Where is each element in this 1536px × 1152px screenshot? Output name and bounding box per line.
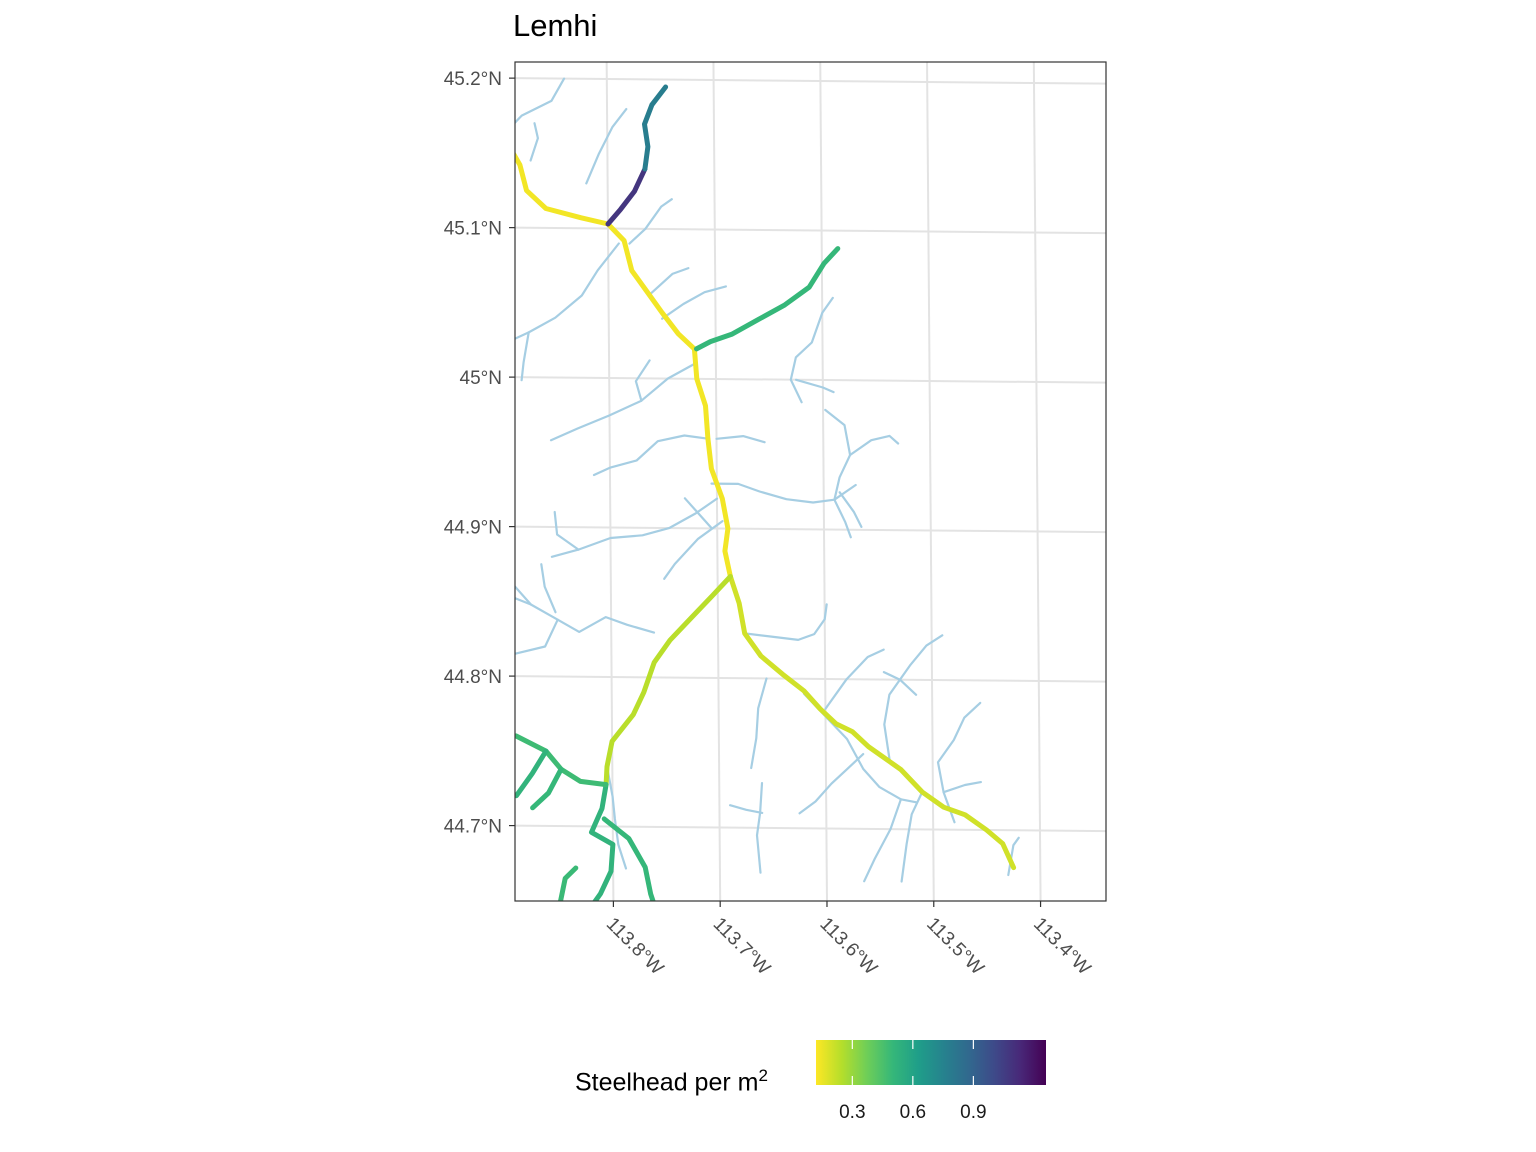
tributary-32: [824, 648, 885, 710]
reach-1: [727, 574, 1017, 871]
tributary-19: [838, 491, 863, 528]
main-stem-reaches: [515, 84, 1017, 901]
tributary-17: [833, 434, 900, 501]
colorbar: [816, 1040, 1046, 1085]
tributary-11: [634, 359, 651, 402]
graticule-lat-3: [515, 525, 1106, 534]
panel-border: [514, 61, 1107, 902]
legend-tick-label-1: 0.6: [900, 1102, 926, 1123]
lat-tick-label-4: 44.8°N: [444, 667, 502, 688]
graticule-lat-5: [515, 824, 1106, 833]
colorbar-legend: 0.3 0.6 0.9: [816, 1040, 1046, 1123]
lat-tick-label-2: 45°N: [460, 368, 502, 389]
graticule-lon-1: [712, 62, 722, 901]
tributary-23: [663, 520, 724, 580]
tributary-20: [824, 408, 852, 457]
graticule-lat-4: [515, 675, 1106, 683]
reach-2: [603, 574, 733, 788]
tributary-13: [715, 435, 766, 444]
reach-4: [601, 816, 656, 901]
reach-0: [515, 151, 733, 579]
graticule-lon-4: [1032, 62, 1042, 901]
tributary-41: [863, 798, 902, 883]
tributary-0: [515, 77, 566, 125]
tributary-3: [628, 198, 673, 245]
tributary-39: [942, 781, 982, 794]
lon-tick-label-0: 113.8°W: [602, 914, 668, 980]
tributary-2: [585, 108, 628, 185]
graticule-lon-2: [819, 62, 828, 901]
graticule-lines: [515, 62, 1106, 901]
tributary-38: [936, 701, 982, 824]
graticule-lat-0: [515, 77, 1106, 85]
lon-tick-label-3: 113.5°W: [922, 914, 988, 980]
legend-title-text: Steelhead per m: [575, 1068, 759, 1097]
tributary-30: [750, 677, 768, 770]
tributary-1: [529, 122, 539, 162]
tributary-18: [833, 498, 852, 539]
lon-tick-label-2: 113.6°W: [815, 914, 881, 980]
lat-tick-label-3: 44.9°N: [444, 518, 502, 539]
graticule-lat-2: [515, 376, 1106, 384]
graticule-lon-3: [926, 62, 935, 901]
tributary-8: [650, 267, 690, 295]
tributary-15: [553, 510, 580, 551]
legend-tick-label-2: 0.9: [960, 1102, 986, 1123]
tributary-21: [789, 296, 834, 404]
tributary-6: [520, 331, 530, 382]
tributary-7: [481, 329, 508, 332]
tributary-28: [540, 563, 557, 614]
tributary-22: [795, 378, 835, 394]
reach-9: [694, 246, 841, 352]
tributary-29: [743, 603, 828, 641]
tributary-34: [755, 782, 764, 874]
tributary-4: [515, 242, 620, 340]
reach-7: [515, 748, 549, 799]
graticule-lat-1: [515, 226, 1106, 235]
legend-title-superscript: 2: [758, 1066, 768, 1085]
tributary-37: [882, 671, 918, 696]
tributary-26: [515, 618, 559, 655]
tributary-5: [486, 340, 513, 359]
tributary-9: [661, 285, 727, 320]
lon-tick-label-1: 113.7°W: [709, 914, 775, 980]
legend-title: Steelhead per m2: [575, 1066, 768, 1097]
tributary-10: [549, 362, 696, 442]
legend-tick-label-0: 0.3: [839, 1102, 865, 1123]
tributary-33: [798, 753, 865, 815]
tributary-40: [900, 790, 924, 883]
reach-8: [558, 865, 579, 901]
reach-11: [642, 84, 669, 172]
tributary-43: [605, 765, 628, 870]
longitude-axis: 113.8°W 113.7°W 113.6°W 113.5°W 113.4°W: [602, 901, 1095, 979]
reach-10: [605, 166, 648, 227]
tributary-24: [683, 497, 713, 530]
lat-tick-label-1: 45.1°N: [444, 219, 502, 240]
reach-3: [589, 782, 616, 901]
latitude-axis: 45.2°N 45.1°N 45°N 44.9°N 44.8°N 44.7°N: [444, 69, 515, 838]
lat-tick-label-0: 45.2°N: [444, 69, 502, 90]
panel-background: [515, 62, 1106, 901]
tributary-27: [515, 585, 532, 606]
tributary-12: [592, 434, 709, 477]
plot-title: Lemhi: [513, 8, 598, 43]
lat-tick-label-5: 44.7°N: [444, 817, 502, 838]
tributary-35: [729, 804, 764, 814]
lon-tick-label-4: 113.4°W: [1029, 914, 1095, 980]
reach-6: [530, 766, 564, 811]
